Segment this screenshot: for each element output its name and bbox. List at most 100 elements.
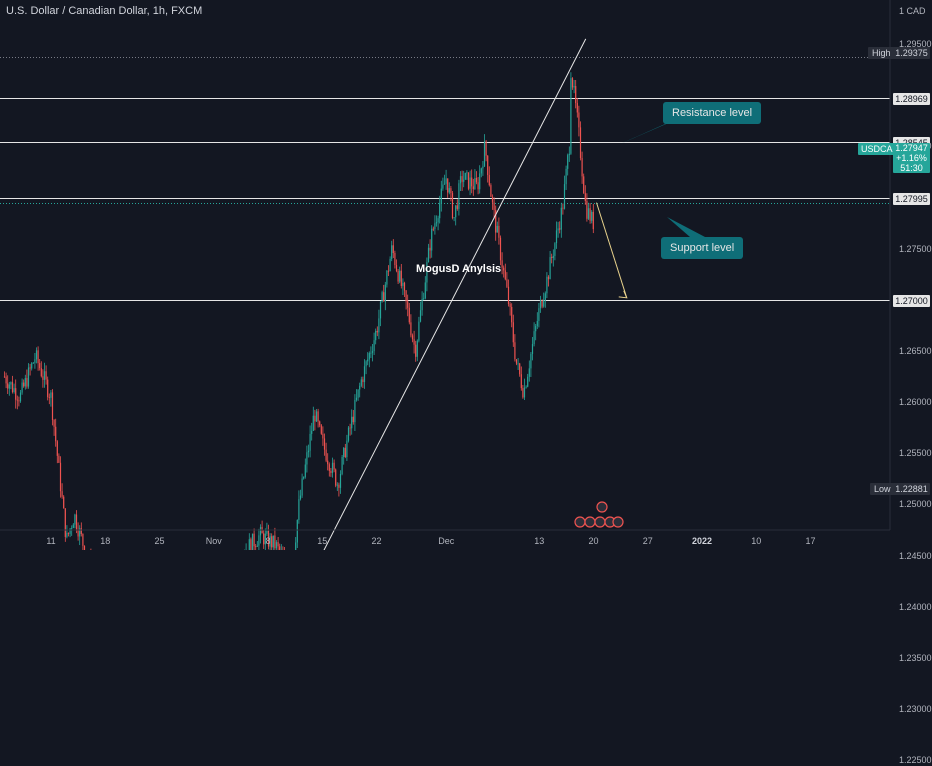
candle-body (61, 491, 63, 497)
price-tick-label: 1.26500 (899, 345, 932, 356)
candle-body (51, 392, 54, 420)
candle-body (459, 176, 462, 184)
event-marker-icon[interactable] (584, 516, 596, 528)
candle-body (531, 344, 534, 354)
candle-body (435, 222, 438, 224)
candle-body (338, 484, 340, 488)
candle-body (551, 257, 553, 259)
candle-body (427, 247, 430, 263)
candle-body (24, 378, 26, 387)
candle-body (402, 282, 404, 286)
candle-body (498, 225, 500, 238)
event-marker-icon[interactable] (612, 516, 624, 528)
candle-body (295, 542, 297, 550)
candle-body (387, 270, 390, 272)
candle-body (456, 205, 458, 209)
candle-body (306, 452, 308, 465)
candle-body (587, 208, 590, 219)
candle-body (312, 415, 314, 431)
event-marker-icon[interactable] (596, 501, 608, 513)
candle-body (3, 376, 6, 378)
candle-body (563, 184, 566, 209)
candle-body (485, 141, 487, 156)
analysis-text[interactable]: MogusD Anylsis (416, 263, 502, 275)
candle-body (397, 270, 399, 282)
candle-body (83, 545, 86, 550)
candle-body (515, 359, 518, 364)
candle-body (491, 196, 494, 203)
candle-body (408, 307, 410, 323)
support-callout[interactable]: Support level (661, 237, 744, 259)
candle-body (575, 86, 577, 104)
candle-body (248, 539, 250, 550)
candle-body (59, 462, 62, 492)
candle-body (322, 433, 324, 439)
candle-body (354, 399, 356, 423)
current-price: 1.27947 (895, 143, 928, 153)
resistance-callout[interactable]: Resistance level (663, 102, 762, 124)
candle-body (333, 462, 335, 470)
support-callout-pointer (667, 217, 705, 237)
candle-body (341, 457, 343, 474)
candle-body (23, 382, 25, 387)
candle-body (64, 508, 66, 537)
candle-body (419, 310, 422, 322)
time-tick-label: 15 (317, 536, 328, 546)
candle-body (464, 172, 466, 180)
candle-body (451, 193, 454, 218)
horizontal-levels (0, 57, 890, 301)
candle-body (455, 205, 457, 218)
chart-title[interactable]: U.S. Dollar / Canadian Dollar, 1h, FXCM (6, 5, 203, 17)
candle-body (499, 237, 502, 261)
event-marker-icon[interactable] (594, 516, 606, 528)
candle-body (55, 426, 57, 442)
candle-body (69, 528, 71, 534)
candle-body (39, 363, 41, 369)
candle-body (583, 176, 585, 194)
candle-body (437, 218, 439, 223)
event-marker-icon[interactable] (574, 516, 586, 528)
candle-body (584, 193, 586, 201)
candle-body (554, 243, 556, 256)
candle-body (43, 371, 46, 380)
price-scale-unit[interactable]: 1 CAD (899, 6, 926, 16)
candle-body (547, 276, 550, 280)
candle-body (255, 546, 257, 548)
price-tick-label: 1.24000 (899, 601, 932, 612)
candle-body (482, 166, 484, 169)
low-label: Low (870, 483, 895, 495)
candle-body (586, 200, 588, 219)
candle-body (258, 535, 260, 546)
candle-body (352, 416, 354, 423)
candle-body (56, 441, 58, 456)
candle-body (416, 340, 418, 357)
candle-body (320, 425, 322, 434)
price-tick-label: 1.25500 (899, 448, 932, 459)
candle-body (376, 330, 378, 333)
candle-body (327, 460, 329, 465)
price-chart[interactable] (0, 0, 932, 550)
candle-body (35, 350, 38, 360)
candle-body (29, 367, 31, 369)
candle-body (562, 207, 564, 209)
candle-body (565, 168, 567, 185)
candle-body (75, 514, 78, 530)
candle-body (53, 419, 55, 427)
candle-body (467, 172, 470, 189)
candle-body (546, 276, 548, 294)
candle-body (395, 265, 398, 271)
candle-body (450, 188, 452, 194)
candle-body (415, 344, 417, 357)
candle-body (493, 202, 495, 211)
candle-body (399, 270, 401, 282)
time-tick-label: Dec (438, 536, 455, 546)
trend-line (323, 38, 587, 550)
candle-body (527, 376, 529, 387)
time-tick-label: 11 (46, 536, 56, 546)
candle-body (466, 172, 468, 174)
event-markers[interactable] (574, 501, 624, 528)
candle-body (410, 322, 412, 336)
price-tick-label: 1.23000 (899, 704, 932, 715)
level-price-tag: 1.27000 (893, 294, 930, 307)
candle-body (271, 536, 273, 548)
